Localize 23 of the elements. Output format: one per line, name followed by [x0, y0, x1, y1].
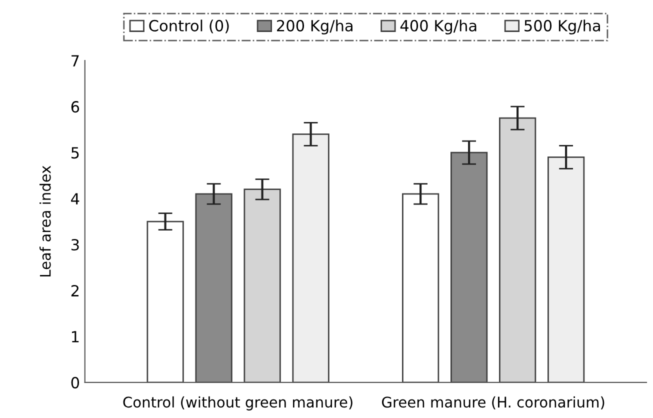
- legend-label: 500 Kg/ha: [524, 20, 600, 34]
- bar: [195, 193, 232, 382]
- bar: [499, 117, 536, 382]
- y-axis-title: Leaf area index: [40, 166, 51, 276]
- bar: [292, 133, 330, 382]
- bar: [450, 152, 488, 382]
- bar: [402, 193, 440, 382]
- y-tick-label: 4: [71, 193, 80, 204]
- bar: [244, 188, 281, 382]
- y-tick-label: 0: [71, 376, 80, 388]
- y-tick-label: 7: [72, 55, 79, 66]
- bar: [548, 156, 585, 382]
- y-tick-label: 6: [71, 101, 80, 113]
- y-tick-label: 1: [72, 331, 79, 342]
- bar: [146, 220, 184, 382]
- legend-label: Control (0): [149, 20, 229, 34]
- x-tick-label: Control (without green manure): [123, 396, 352, 410]
- y-tick-label: 2: [71, 284, 78, 296]
- x-tick-label: Green manure (H. coronarium): [382, 396, 604, 410]
- y-tick-label: 5: [71, 147, 79, 159]
- legend-label: 200 Kg/ha: [277, 20, 352, 34]
- y-tick-label: 3: [71, 238, 79, 251]
- legend-label: 400 Kg/ha: [400, 20, 476, 34]
